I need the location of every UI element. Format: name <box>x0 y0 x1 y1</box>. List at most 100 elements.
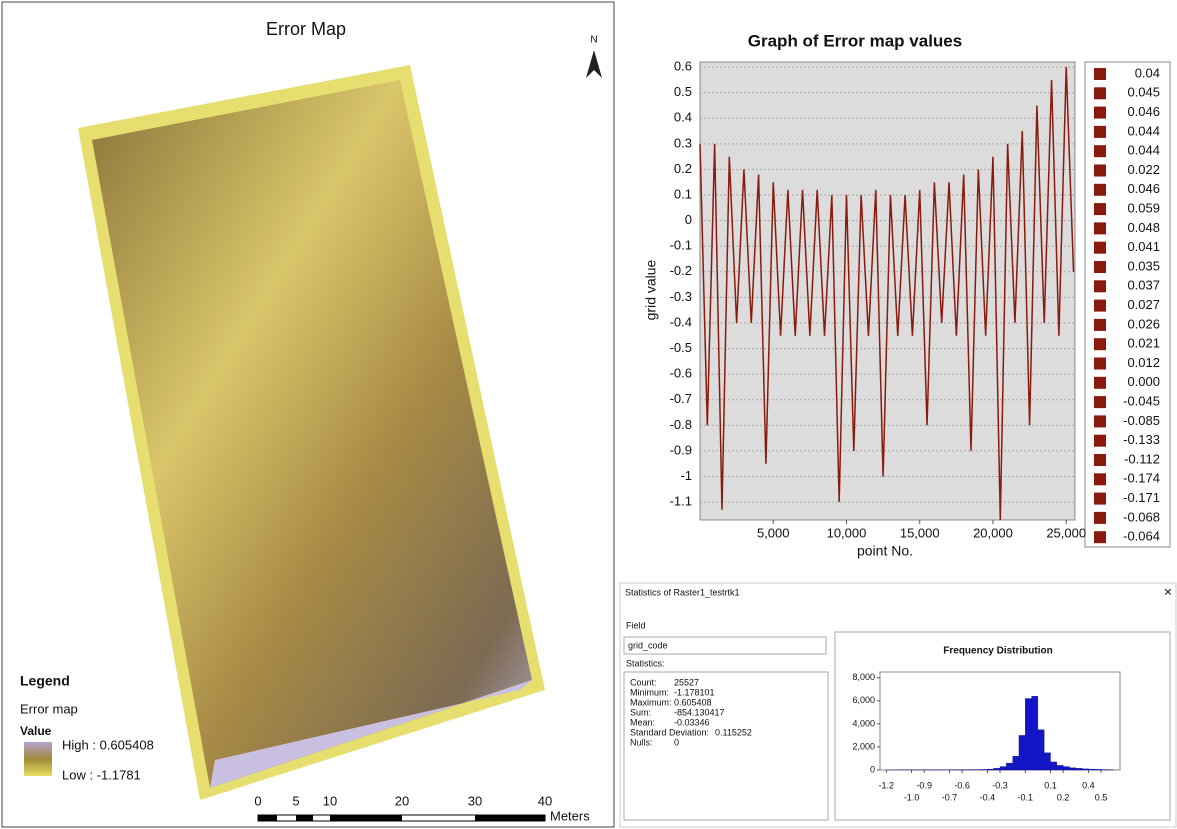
legend-label: 0.048 <box>1127 220 1160 235</box>
histogram-bar <box>1044 752 1051 771</box>
legend-label: 0.045 <box>1127 85 1160 100</box>
legend-label: -0.064 <box>1123 529 1160 544</box>
legend-label: 0.022 <box>1127 162 1160 177</box>
stat-name: Mean: <box>630 717 655 727</box>
legend-swatch <box>1094 357 1106 370</box>
x-tick-label: 5,000 <box>757 525 790 540</box>
y-axis-label: grid value <box>643 259 659 320</box>
legend-label: -0.133 <box>1123 432 1160 447</box>
stat-value: 0.605408 <box>674 697 712 707</box>
legend-swatch <box>1094 376 1106 389</box>
map-title: Error Map <box>266 19 346 39</box>
scale-unit: Meters <box>550 808 590 823</box>
x-tick-label: 15,000 <box>900 525 940 540</box>
stat-value: -1.178101 <box>674 687 715 697</box>
legend-swatch <box>1094 203 1106 216</box>
scale-label: 0 <box>254 793 261 808</box>
legend-swatch <box>1094 125 1106 138</box>
scale-label: 30 <box>468 793 482 808</box>
stat-name: Count: <box>630 677 657 687</box>
window-title: Statistics of Raster1_testrtk1 <box>625 587 740 597</box>
stat-name: Standard Deviation: <box>630 727 709 737</box>
histogram-bar <box>1088 768 1095 771</box>
legend-swatch <box>1094 87 1106 100</box>
x-tick-label: -0.7 <box>942 792 958 802</box>
x-tick-label: 10,000 <box>827 525 867 540</box>
legend-swatch <box>1094 473 1106 486</box>
y-tick-label: 0.4 <box>674 110 692 125</box>
histogram-bar <box>1081 768 1089 771</box>
stat-value: 0 <box>674 737 679 747</box>
x-tick-label: 20,000 <box>973 525 1013 540</box>
y-tick-label: 0 <box>870 764 875 774</box>
legend-label: -0.171 <box>1123 490 1160 505</box>
close-button[interactable]: × <box>1164 584 1172 600</box>
legend-swatch <box>1094 241 1106 254</box>
legend-field: Value <box>20 724 52 738</box>
y-tick-label: 0.5 <box>674 84 692 99</box>
x-tick-label: -0.9 <box>916 780 932 790</box>
x-tick-label: -0.1 <box>1018 792 1034 802</box>
histogram-bar <box>993 768 1001 771</box>
legend-swatch <box>1094 183 1106 196</box>
legend-label: 0.037 <box>1127 278 1160 293</box>
legend-label: 0.000 <box>1127 374 1160 389</box>
y-tick-label: -0.6 <box>670 366 692 381</box>
y-tick-label: -0.9 <box>670 442 692 457</box>
legend-swatch <box>1094 299 1106 312</box>
legend-label: 0.021 <box>1127 336 1160 351</box>
histogram-bar <box>1094 769 1102 771</box>
data-line <box>699 67 1075 521</box>
histogram-bar <box>1031 696 1039 771</box>
y-tick-label: -0.1 <box>670 238 692 253</box>
field-label: Field <box>626 620 646 630</box>
x-tick-label: 25,000 <box>1046 525 1086 540</box>
scale-label: 40 <box>538 793 552 808</box>
y-tick-label: 2,000 <box>852 741 875 751</box>
histogram-bar <box>1037 729 1045 771</box>
histogram-bar <box>1069 767 1076 771</box>
histogram-bar <box>1012 756 1020 771</box>
legend-swatch <box>1094 261 1106 273</box>
legend-label: -0.174 <box>1123 471 1160 486</box>
legend-label: 0.027 <box>1127 297 1160 312</box>
histogram-plot <box>879 671 1121 771</box>
scale-label: 5 <box>292 793 299 808</box>
legend-label: 0.046 <box>1127 181 1160 196</box>
x-tick-label: 0.2 <box>1057 792 1070 802</box>
legend-label: 0.046 <box>1127 104 1160 119</box>
y-tick-label: -0.4 <box>670 314 692 329</box>
histogram-bar <box>1056 765 1064 771</box>
y-tick-label: 8,000 <box>852 672 875 682</box>
legend-high: High : 0.605408 <box>62 737 154 752</box>
histogram-bar <box>999 766 1007 771</box>
legend-ramp <box>24 742 52 776</box>
legend-low: Low : -1.1781 <box>62 767 141 782</box>
legend-label: -0.045 <box>1123 394 1160 409</box>
scale-label: 20 <box>395 793 409 808</box>
legend-title: Legend <box>20 673 70 689</box>
legend-swatch <box>1094 280 1106 293</box>
histogram-bar <box>987 768 994 771</box>
legend-label: 0.044 <box>1127 143 1160 158</box>
field-dropdown[interactable] <box>623 636 827 655</box>
legend-swatch <box>1094 145 1106 158</box>
stat-value: -0.03346 <box>674 717 710 727</box>
map-raster-edge <box>210 680 532 788</box>
y-tick-label: 0.3 <box>674 135 692 150</box>
scale-segment <box>330 815 402 821</box>
legend-swatch <box>1094 396 1106 409</box>
north-arrow <box>586 50 602 78</box>
y-tick-label: 0.6 <box>674 59 692 74</box>
histogram-bar <box>1063 766 1070 771</box>
legend-swatch <box>1094 68 1106 80</box>
y-tick-label: 0 <box>685 212 692 227</box>
legend-swatch <box>1094 434 1106 447</box>
legend-swatch <box>1094 531 1106 544</box>
x-tick-label: 0.1 <box>1044 780 1057 790</box>
legend-label: -0.068 <box>1123 509 1160 524</box>
map-raster <box>92 80 532 788</box>
histogram-title: Frequency Distribution <box>943 646 1052 657</box>
